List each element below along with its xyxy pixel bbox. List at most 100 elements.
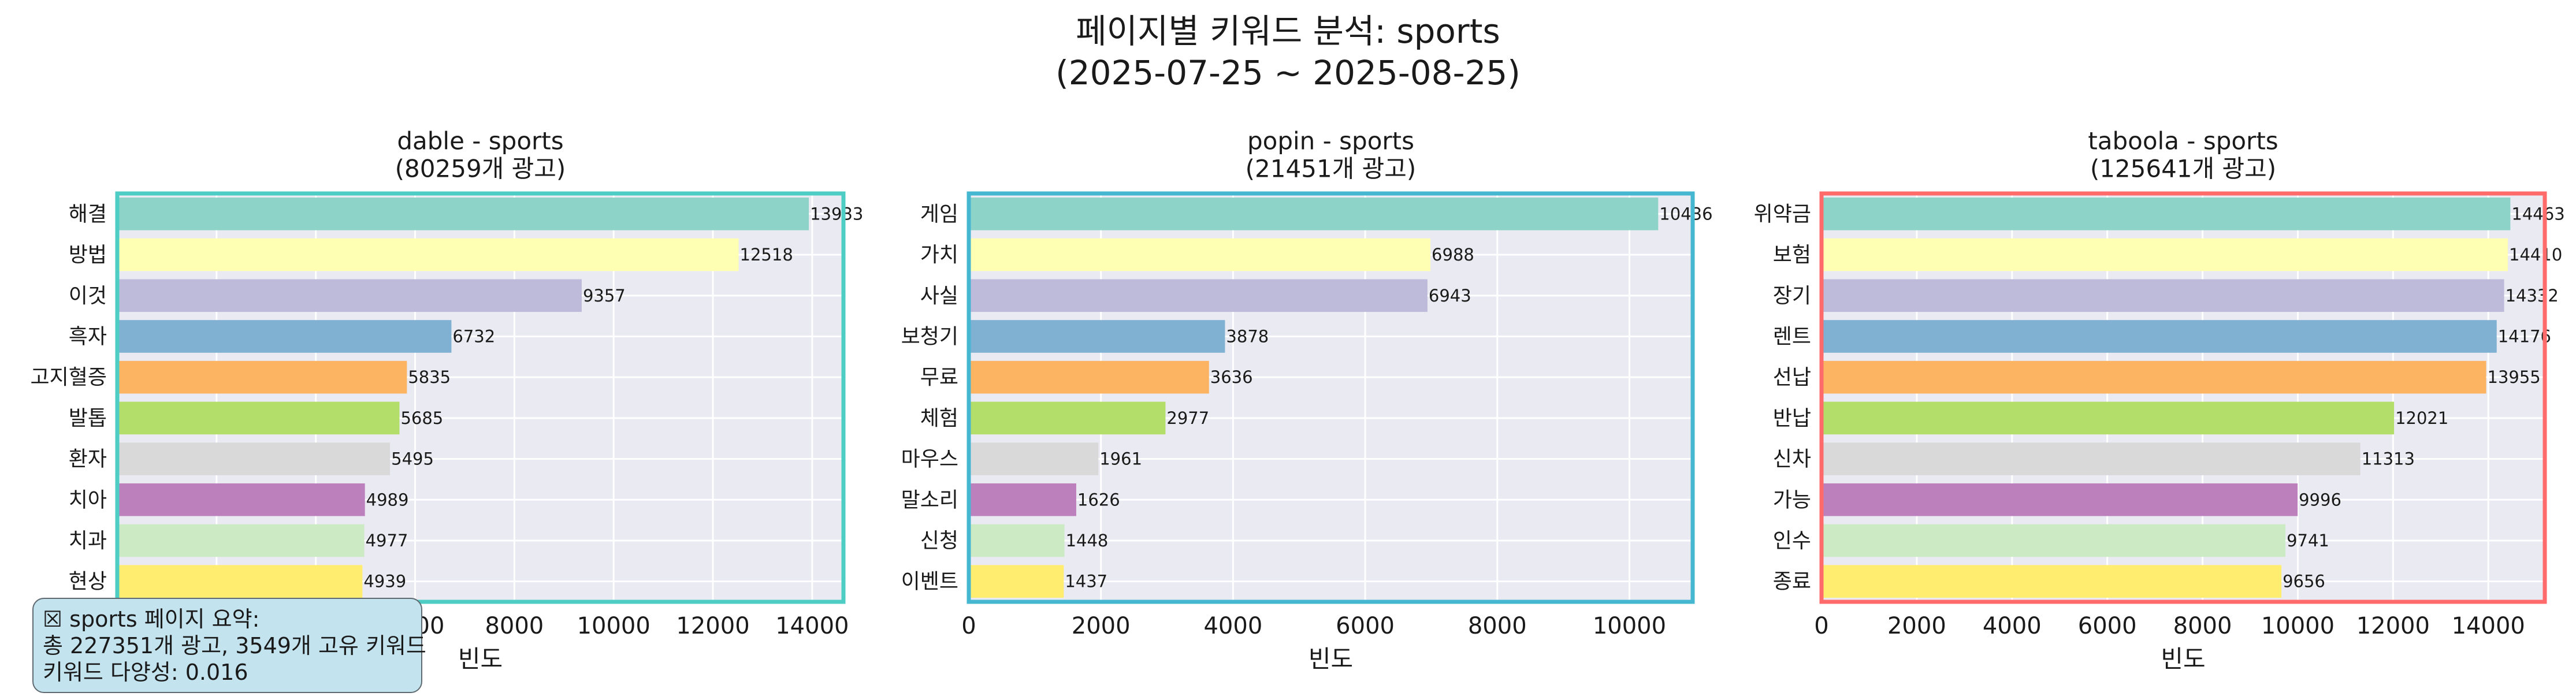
panel-3-category-label: 반납 [1773,407,1811,430]
panel-1-bar [117,238,739,271]
panel-1-category-label: 이것 [69,284,107,308]
panel-1-value-label: 6732 [452,326,495,346]
panel-1-value-label: 13933 [810,204,863,224]
panel-2-tick-label: 6000 [1336,613,1395,639]
panel-2-category-label: 보청기 [901,325,958,348]
panel-3-tick-label: 14000 [2452,613,2525,639]
main-title-line1: 페이지별 키워드 분석: sports [1076,12,1500,51]
panel-1-category-label: 치과 [69,529,107,553]
panel-2-value-label: 1626 [1077,490,1120,509]
panel-1-value-label: 4977 [366,531,408,550]
panel-2-bar [969,320,1225,353]
panel-3-bar [1822,279,2504,312]
panel-2-value-label: 1437 [1065,572,1107,591]
panel-1-category-label: 치아 [69,488,107,512]
panel-1-value-label: 4939 [363,572,406,591]
panel-3-tick-label: 8000 [2173,613,2232,639]
panel-1-bar [117,442,391,475]
panel-3-tick-label: 4000 [1983,613,2042,639]
panel-2-value-label: 1961 [1099,449,1142,469]
panel-3-bar [1822,238,2508,271]
panel-1-bar [117,198,809,230]
panel-1-title-line1: dable - sports [397,127,563,155]
panel-3-title-line2: (125641개 광고) [2090,155,2276,183]
panel-2-bar [969,442,1099,475]
panel-3-category-label: 렌트 [1773,325,1811,348]
panel-1-tick-label: 12000 [676,613,749,639]
panel-1-category-label: 흑자 [69,325,107,348]
panel-1-bar [117,565,363,598]
panel-1-tick-label: 8000 [485,613,544,639]
panel-1-tick-label: 14000 [775,613,849,639]
panel-2-value-label: 6988 [1432,245,1474,265]
panel-2-category-label: 가치 [920,243,958,267]
panel-2-title-line2: (21451개 광고) [1246,155,1417,183]
panel-2-tick-label: 2000 [1072,613,1131,639]
panel-3-bar [1822,401,2395,435]
panel-3-tick-label: 6000 [2078,613,2137,639]
panel-2-category-label: 사실 [920,284,958,308]
main-title-line2: (2025-07-25 ~ 2025-08-25) [1055,53,1521,92]
panel-2-category-label: 신청 [920,529,958,553]
panel-3-category-label: 인수 [1773,529,1811,553]
panel-3-bar [1822,483,2298,516]
panel-1-value-label: 4989 [366,490,409,509]
panel-2-tick-label: 10000 [1593,613,1666,639]
panel-1-frame [115,191,846,604]
panel-2-tick-label: 0 [961,613,976,639]
panel-2-xlabel: 빈도 [1309,645,1353,673]
panel-1-bar [117,524,365,557]
panel-2-value-label: 3878 [1226,326,1269,346]
panel-3-tick-label: 12000 [2356,613,2430,639]
panel-2-tick-label: 4000 [1203,613,1262,639]
panel-1-value-label: 5835 [408,367,451,387]
panel-3-bar [1822,198,2511,230]
panel-2-bar [969,238,1431,271]
panel-2-category-label: 마우스 [901,448,958,471]
panel-3-value-label: 14463 [2511,204,2564,224]
panel-3-category-label: 종료 [1773,570,1811,594]
panel-3-tick-label: 0 [1814,613,1828,639]
panel-3-category-label: 선납 [1773,366,1811,389]
panel-3-bar [1822,442,2361,475]
summary-line3: 키워드 다양성: 0.016 [43,660,248,685]
panel-1-category-label: 현상 [69,570,107,594]
panel-2-bar [969,483,1076,516]
panel-1-tick-label: 10000 [577,613,650,639]
panel-3-bar [1822,565,2282,598]
panel-1-bar [117,401,400,435]
panel-3-value-label: 12021 [2395,408,2448,428]
panel-3-value-label: 14410 [2509,245,2562,265]
panel-2-value-label: 10436 [1659,204,1712,224]
panel-2-value-label: 3636 [1210,367,1253,387]
panel-3-category-label: 장기 [1773,284,1811,308]
panel-3-category-label: 보험 [1773,243,1811,267]
panel-3-value-label: 9656 [2283,572,2325,591]
panel-3-bar [1822,320,2497,353]
panel-3-xlabel: 빈도 [2161,645,2205,673]
panel-2-category-label: 무료 [920,366,958,389]
panel-1-bar [117,360,407,394]
panel-3-value-label: 11313 [2362,449,2415,469]
panel-1-bar [117,483,365,516]
panel-2-tick-label: 8000 [1468,613,1527,639]
summary-box: ☒ sports 페이지 요약: 총 227351개 광고, 3549개 고유 … [32,598,426,693]
panel-1-bar [117,279,582,312]
panel-1-bar [117,320,452,353]
panel-1-value-label: 12518 [740,245,793,265]
panel-1-value-label: 9357 [583,286,626,306]
panel-3-bar [1822,360,2486,394]
panel-3-value-label: 14176 [2498,326,2551,346]
panel-2-category-label: 체험 [920,407,958,430]
panel-3-value-label: 13955 [2488,367,2541,387]
panel-3-bar [1822,524,2286,557]
panel-1-value-label: 5495 [391,449,434,469]
panel-3-value-label: 14332 [2506,286,2559,306]
panel-1-xlabel: 빈도 [458,645,503,673]
panel-2-bar [969,360,1209,394]
panel-2-bar [969,401,1166,435]
panel-3-frame [1819,191,2547,604]
panel-3-value-label: 9741 [2287,531,2329,550]
panel-3-category-label: 위약금 [1754,202,1811,226]
